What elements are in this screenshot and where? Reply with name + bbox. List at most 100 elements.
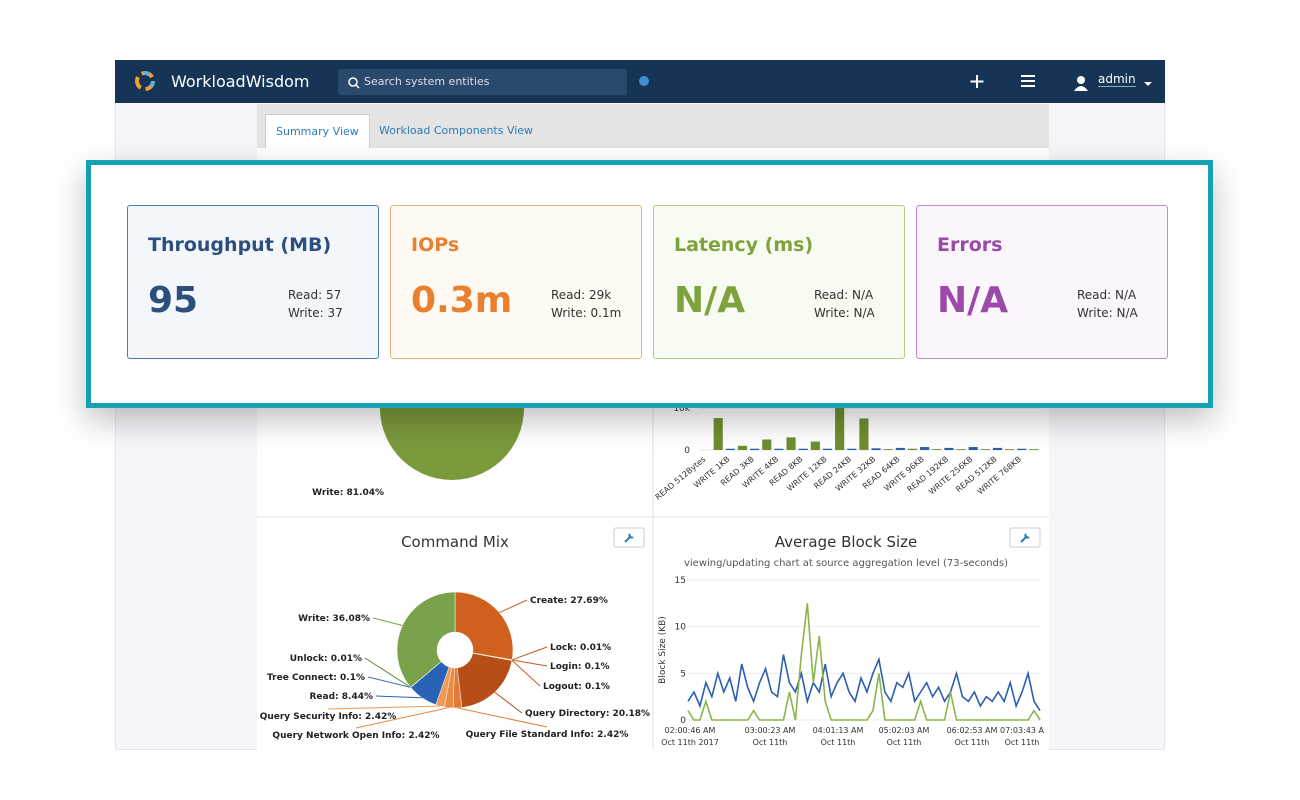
- bar: [835, 399, 845, 450]
- card-value: N/A: [674, 280, 746, 321]
- y-tick-label: 0: [680, 716, 686, 726]
- y-tick-label: 15: [675, 576, 686, 586]
- leader-line: [499, 599, 528, 614]
- x-tick-label: Oct 11th: [753, 738, 788, 747]
- write: Write: N/A: [814, 306, 875, 320]
- card-value: N/A: [937, 280, 1009, 321]
- y-tick-label: 10k: [673, 404, 690, 414]
- y-tick-label: 10: [675, 623, 687, 633]
- bar: [932, 449, 942, 450]
- x-tick-label: 04:01:13 AM: [813, 726, 864, 735]
- bar: [725, 448, 735, 450]
- bar: [859, 418, 869, 450]
- bar: [750, 448, 760, 450]
- chart-title: Average Block Size: [775, 533, 918, 551]
- card-title: Throughput (MB): [148, 234, 332, 256]
- card-detail: Read: 57 Write: 37: [288, 286, 343, 322]
- leader-line: [355, 707, 449, 729]
- bar: [798, 448, 808, 450]
- slice-label: Tree Connect: 0.1%: [267, 673, 365, 683]
- bar: [1005, 449, 1015, 450]
- bar: [762, 439, 772, 450]
- bar: [920, 447, 930, 450]
- read: Read: N/A: [814, 288, 874, 302]
- card-title: Errors: [937, 234, 1003, 256]
- tab-bar: Summary View Workload Components View: [257, 104, 1049, 148]
- slice-label: Write: 81.04%: [312, 488, 384, 498]
- leader-line: [367, 676, 411, 688]
- bar: [980, 449, 990, 450]
- bar: [847, 448, 857, 450]
- bar: [786, 437, 796, 450]
- leader-line: [375, 695, 423, 699]
- slice-label: Query Network Open Info: 2.42%: [272, 731, 439, 741]
- card-title: Latency (ms): [674, 234, 814, 256]
- bar: [774, 448, 784, 450]
- card-title: IOPs: [411, 234, 460, 256]
- read: Read: 57: [288, 288, 342, 302]
- donut-slice: [454, 591, 514, 661]
- donut-slice: [456, 652, 513, 708]
- card: Errors N/A Read: N/A Write: N/A: [916, 205, 1168, 359]
- x-tick-label: Oct 11th: [1005, 738, 1040, 747]
- bar: [883, 449, 893, 450]
- slice-label: Read: 8.44%: [309, 692, 373, 702]
- chart-subtitle: viewing/updating chart at source aggrega…: [684, 558, 1008, 569]
- leader-line: [372, 617, 403, 626]
- card: IOPs 0.3m Read: 29k Write: 0.1m: [390, 205, 642, 359]
- card-value: 95: [148, 280, 199, 321]
- card-detail: Read: N/A Write: N/A: [814, 286, 875, 322]
- read: Read: 29k: [551, 288, 612, 302]
- search-box[interactable]: Search system entities: [338, 69, 627, 95]
- bar: [1017, 448, 1027, 450]
- x-tick-label: Oct 11th 2017: [661, 738, 719, 747]
- x-tick-label: WRITE 768KB: [976, 455, 1023, 497]
- x-tick-label: Oct 11th: [887, 738, 922, 747]
- tab[interactable]: Workload Components View: [379, 124, 534, 137]
- donut-slice: [396, 591, 456, 688]
- card-value: 0.3m: [411, 280, 513, 321]
- card: Throughput (MB) 95 Read: 57 Write: 37: [127, 205, 379, 359]
- slice-label: Query Security Info: 2.42%: [260, 712, 397, 722]
- bar: [1029, 449, 1039, 450]
- slice-label: Lock: 0.01%: [550, 643, 611, 653]
- logo: [135, 71, 155, 91]
- write: Write: 37: [288, 306, 343, 320]
- summary-cards: Throughput (MB) 95 Read: 57 Write: 37 IOP…: [86, 160, 1213, 408]
- bar: [907, 448, 918, 450]
- slice-label: Logout: 0.1%: [543, 682, 610, 692]
- slice-label: Create: 27.69%: [530, 596, 608, 606]
- navbar: WorkloadWisdom Search system entities ad…: [115, 60, 1165, 103]
- y-axis-label: Block Size (KB): [658, 616, 668, 684]
- bar: [822, 448, 833, 450]
- user-menu[interactable]: admin: [1098, 72, 1136, 87]
- leader-line: [512, 659, 548, 667]
- x-tick-label: 06:02:53 AM: [947, 726, 998, 735]
- leader-line: [511, 659, 541, 687]
- bar: [968, 447, 978, 450]
- card-detail: Read: 29k Write: 0.1m: [551, 286, 621, 322]
- leader-line: [511, 646, 548, 661]
- write: Write: N/A: [1077, 306, 1138, 320]
- tab[interactable]: Summary View: [265, 114, 370, 148]
- card: Latency (ms) N/A Read: N/A Write: N/A: [653, 205, 905, 359]
- leader-line: [364, 657, 411, 688]
- y-tick-label: 0: [684, 446, 690, 456]
- x-tick-label: 07:03:43 A: [1000, 726, 1044, 735]
- add-icon[interactable]: [970, 75, 984, 88]
- slice-label: Write: 36.08%: [298, 614, 370, 624]
- x-tick-label: 03:00:23 AM: [745, 726, 796, 735]
- bar: [713, 418, 723, 450]
- bar: [737, 445, 748, 450]
- leader-line: [327, 705, 441, 710]
- x-tick-label: Oct 11th: [821, 738, 856, 747]
- menu-icon[interactable]: [1021, 75, 1035, 87]
- bar: [895, 447, 905, 450]
- line-series: [687, 603, 1041, 721]
- bar: [871, 448, 881, 450]
- read: Read: N/A: [1077, 288, 1137, 302]
- slice-label: Unlock: 0.01%: [290, 654, 362, 664]
- x-tick-label: Oct 11th: [955, 738, 990, 747]
- bar: [956, 449, 966, 450]
